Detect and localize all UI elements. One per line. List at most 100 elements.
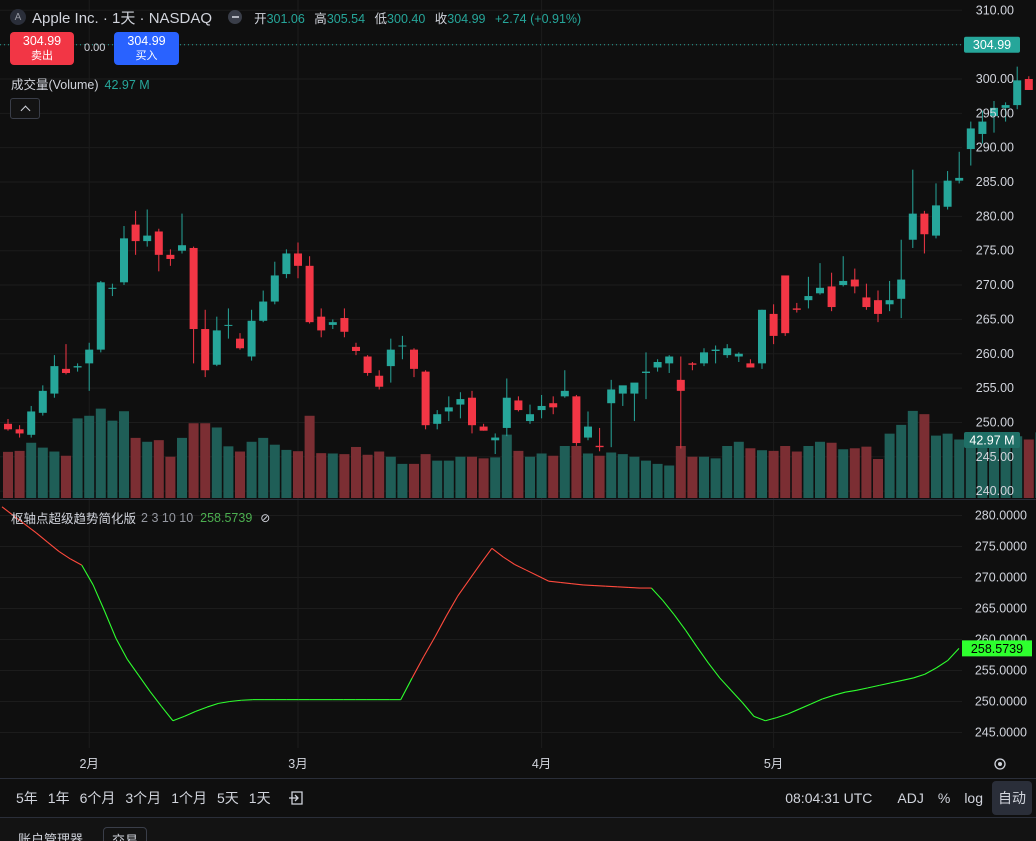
candle xyxy=(966,121,975,166)
sell-button[interactable]: 304.99 卖出 xyxy=(10,32,74,65)
volume-bar xyxy=(629,456,640,498)
candle-body xyxy=(328,322,337,325)
volume-bar xyxy=(223,446,234,498)
trend-segment xyxy=(822,694,834,700)
timeframe-5d[interactable]: 5天 xyxy=(216,790,239,806)
candle-body xyxy=(375,375,384,387)
candle-body xyxy=(50,366,59,394)
candle-body xyxy=(38,390,47,413)
trend-segment xyxy=(787,708,800,715)
volume-legend[interactable]: 成交量(Volume) 42.97 M xyxy=(11,74,150,93)
candle-body xyxy=(236,338,244,349)
trend-segment xyxy=(924,667,937,675)
candle-body xyxy=(224,324,233,326)
candle-body xyxy=(549,403,558,408)
volume-bar xyxy=(293,451,303,498)
candle xyxy=(375,370,384,390)
candle xyxy=(560,370,569,398)
timeframe-3m[interactable]: 3个月 xyxy=(125,790,162,806)
volume-bar xyxy=(838,449,849,498)
trend-segment xyxy=(172,715,185,722)
candle-body xyxy=(955,177,964,181)
indicator-tick-label: 265.0000 xyxy=(975,602,1027,616)
symbol-title[interactable]: Apple Inc. · 1天 · NASDAQ xyxy=(32,9,213,27)
candles xyxy=(4,66,1033,455)
auto-scale-toggle[interactable]: 自动 xyxy=(992,781,1032,815)
utc-clock[interactable]: 08:04:31 UTC xyxy=(785,790,873,806)
volume-bar xyxy=(652,463,663,498)
candle-body xyxy=(595,445,604,448)
indicator-legend[interactable]: 枢轴点超级趋势简化版 2 3 10 10 258.5739 ⊘ xyxy=(11,508,270,527)
time-axis[interactable]: 2月 3月 4月 5月 xyxy=(79,757,783,771)
price-tick-label: 240.00 xyxy=(976,484,1014,498)
trend-segment xyxy=(104,610,117,639)
candle-body xyxy=(15,429,24,434)
volume-bar xyxy=(281,449,292,498)
volume-bar xyxy=(304,415,315,498)
candle-body xyxy=(270,275,279,302)
volume-bar xyxy=(37,447,48,498)
trend-segment xyxy=(400,677,413,700)
volume-bar xyxy=(571,446,582,498)
candle-body xyxy=(804,296,813,301)
indicator-tag-text: 258.5739 xyxy=(971,642,1023,656)
percent-toggle[interactable]: % xyxy=(937,790,951,806)
candle-body xyxy=(630,382,639,394)
price-tick-label: 270.00 xyxy=(976,278,1014,292)
symbol-logo-icon: A xyxy=(10,9,26,25)
collapse-legend-button[interactable] xyxy=(10,98,40,119)
candle xyxy=(990,100,998,133)
timeframe-1y[interactable]: 1年 xyxy=(47,790,70,806)
candle-body xyxy=(1013,80,1022,106)
time-tick-label: 5月 xyxy=(764,757,783,771)
candle xyxy=(897,239,906,319)
indicator-axis[interactable]: 280.0000275.0000270.0000265.0000260.0000… xyxy=(975,509,1027,740)
volume-bar xyxy=(641,460,651,498)
candle xyxy=(850,268,859,294)
volume-tag-text: 42.97 M xyxy=(969,434,1014,448)
volume-bar xyxy=(385,456,396,498)
candle-body xyxy=(908,213,917,240)
minus-icon[interactable] xyxy=(228,10,243,24)
timeframe-1d[interactable]: 1天 xyxy=(248,790,271,806)
hidden-eye-icon[interactable]: ⊘ xyxy=(260,510,271,525)
indicator-tick-label: 255.0000 xyxy=(975,664,1027,678)
candle xyxy=(444,396,453,422)
candle xyxy=(410,348,418,378)
settings-gear-icon[interactable] xyxy=(994,758,1006,770)
volume-tag: 42.97 M xyxy=(964,432,1020,448)
candle xyxy=(282,249,291,279)
trade-tab[interactable]: 交易 xyxy=(103,827,148,841)
candle-body xyxy=(456,399,465,405)
trend-segment xyxy=(445,595,459,617)
volume-bar xyxy=(455,456,466,498)
volume-bar xyxy=(896,424,907,498)
candle-body xyxy=(491,437,500,441)
timeframe-5y[interactable]: 5年 xyxy=(16,790,38,806)
candle-body xyxy=(850,279,859,287)
trend-segment xyxy=(411,656,425,679)
timeframe-1m[interactable]: 1个月 xyxy=(171,790,207,806)
candle xyxy=(572,394,581,446)
trend-segment xyxy=(92,584,106,612)
buy-button[interactable]: 304.99 买入 xyxy=(114,32,179,65)
candle-body xyxy=(537,405,546,411)
volume-bar xyxy=(815,441,825,498)
candle-body xyxy=(781,275,790,334)
log-toggle[interactable]: log xyxy=(964,790,983,806)
price-axis[interactable]: 310.00305.00300.00295.00290.00285.00280.… xyxy=(976,3,1014,498)
price-chart[interactable]: 310.00305.00300.00295.00290.00285.00280.… xyxy=(0,0,1036,778)
price-tick-label: 275.00 xyxy=(976,244,1014,258)
account-manager-tab[interactable]: 账户管理器 xyxy=(18,832,84,841)
date-range-icon[interactable] xyxy=(288,789,306,807)
adj-toggle[interactable]: ADJ xyxy=(897,790,924,806)
trend-segment xyxy=(514,563,527,571)
low-value: 300.40 xyxy=(387,11,426,26)
candle xyxy=(4,419,12,431)
indicator-tick-label: 275.0000 xyxy=(975,540,1027,554)
time-tick-label: 3月 xyxy=(288,757,307,771)
trend-segment xyxy=(810,698,823,705)
timeframe-6m[interactable]: 6个月 xyxy=(79,790,116,806)
candle xyxy=(1001,102,1010,122)
volume-bar xyxy=(745,448,756,498)
